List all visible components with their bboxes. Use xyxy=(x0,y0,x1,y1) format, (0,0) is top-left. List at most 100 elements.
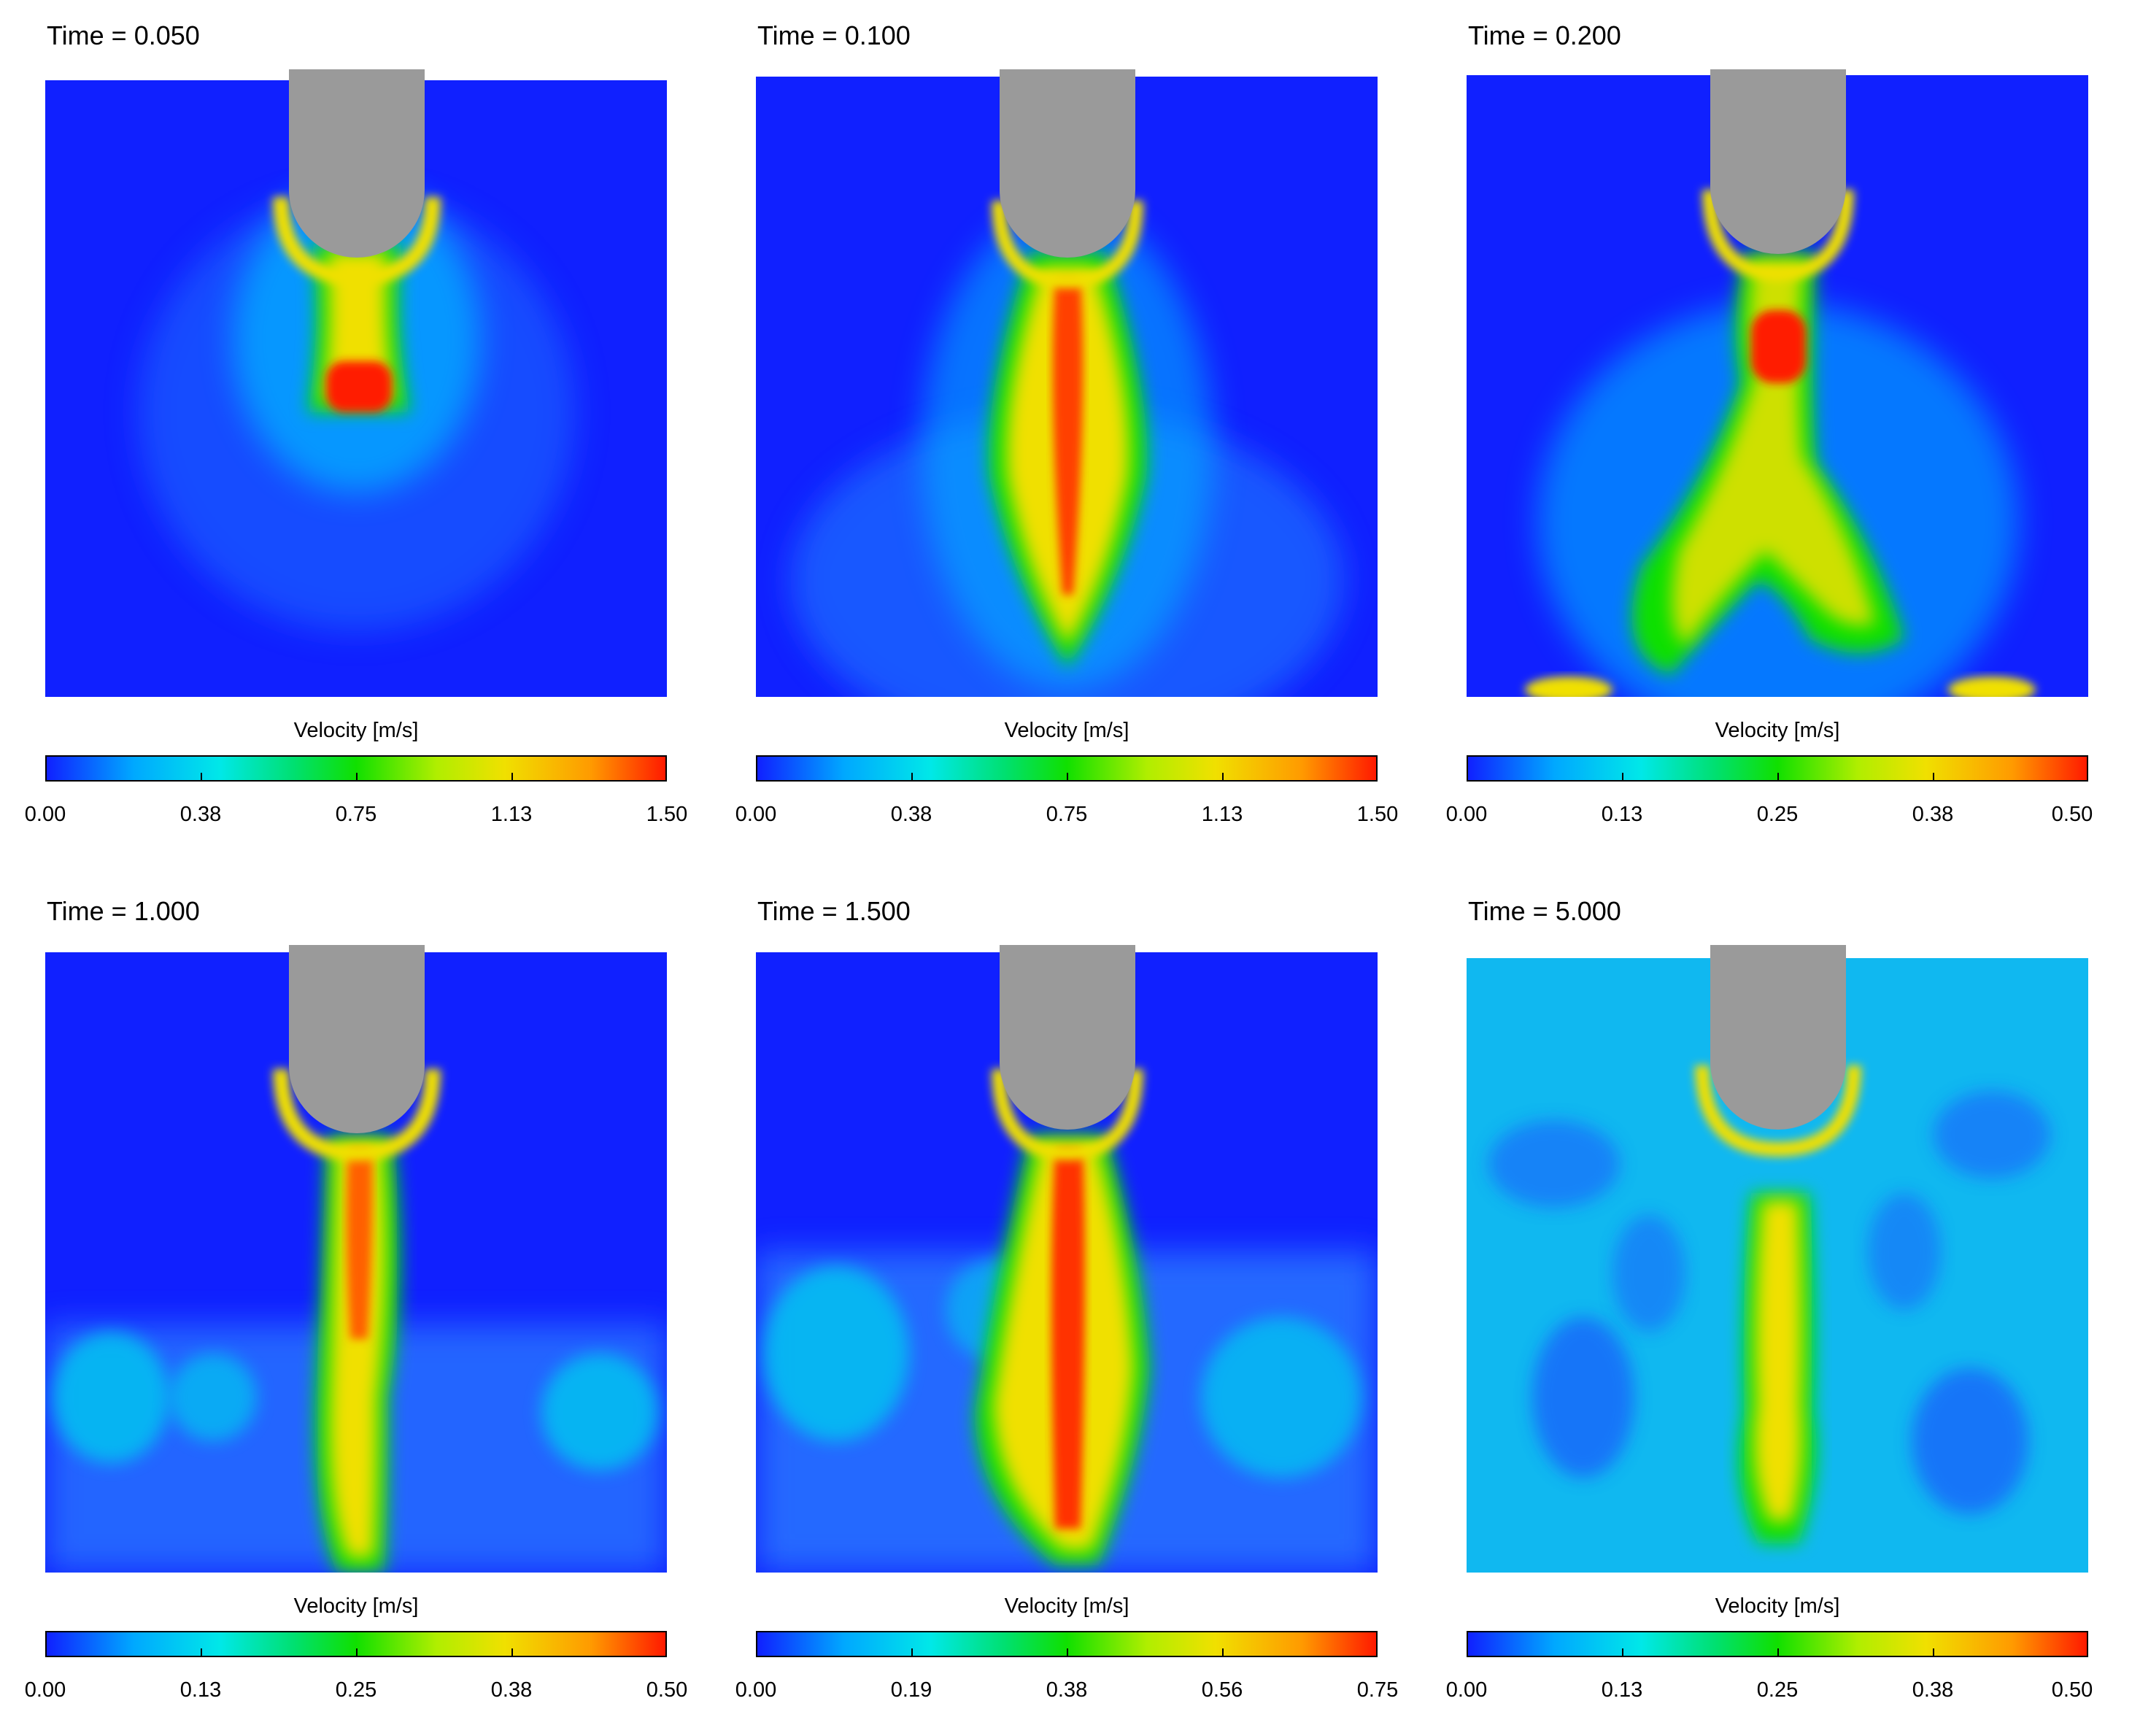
tick-label: 0.25 xyxy=(1756,803,1799,826)
time-label: Time = 5.000 xyxy=(1468,896,1621,926)
probe xyxy=(289,945,425,1133)
tick-mark xyxy=(1777,1648,1779,1657)
eddy xyxy=(53,1332,169,1463)
velocity-field xyxy=(756,69,1378,697)
time-label: Time = 0.100 xyxy=(757,20,911,50)
tick-label: 0.38 xyxy=(1046,1678,1088,1702)
probe xyxy=(1710,945,1846,1130)
colorbar-title: Velocity [m/s] xyxy=(1715,1594,1840,1618)
tick-mark xyxy=(1622,1648,1623,1657)
eddy xyxy=(169,1354,257,1441)
tick-label: 0.25 xyxy=(1756,1678,1799,1702)
jet-hotspot xyxy=(326,361,392,412)
probe-rim-glow xyxy=(992,200,1143,289)
tick-label: 0.38 xyxy=(1912,1678,1954,1702)
jet-core xyxy=(1754,1200,1802,1521)
bottom-streak xyxy=(1948,676,2036,697)
tick-label: 0.50 xyxy=(2051,1678,2093,1702)
probe xyxy=(1710,69,1846,254)
jet-hotspot xyxy=(347,1149,373,1339)
probe-rim-glow xyxy=(273,1068,441,1162)
tick-label: 1.13 xyxy=(490,803,533,826)
probe xyxy=(1000,69,1135,258)
tick-mark xyxy=(1222,773,1224,782)
tick-label: 0.00 xyxy=(1445,1678,1488,1702)
eddy xyxy=(541,1354,658,1470)
tick-mark xyxy=(1067,1648,1068,1657)
eddy xyxy=(1912,1368,2028,1514)
eddy xyxy=(1532,1317,1634,1478)
tick-label: 0.38 xyxy=(1912,803,1954,826)
colorbar-title: Velocity [m/s] xyxy=(293,719,419,742)
panel-time-5000: Time = 5.000 Velocity [m/s] 0.00 0.13 0.… xyxy=(1424,876,2132,1736)
tick-label: 0.00 xyxy=(24,1678,66,1702)
tick-mark xyxy=(201,773,202,782)
tick-label: 0.19 xyxy=(890,1678,932,1702)
probe-rim-glow xyxy=(1702,189,1854,282)
colorbar-title: Velocity [m/s] xyxy=(1004,719,1129,742)
bottom-streak xyxy=(1525,676,1612,697)
tick-label: 0.38 xyxy=(890,803,932,826)
colorbar-title: Velocity [m/s] xyxy=(293,1594,419,1618)
probe xyxy=(289,69,425,258)
tick-mark xyxy=(1067,773,1068,782)
jet-hotspot xyxy=(1051,1149,1085,1529)
tick-mark xyxy=(1933,773,1934,782)
tick-mark xyxy=(511,1648,513,1657)
velocity-field xyxy=(1467,69,2088,697)
tick-mark xyxy=(511,773,513,782)
velocity-field xyxy=(756,945,1378,1573)
tick-mark xyxy=(356,1648,358,1657)
tick-mark xyxy=(1777,773,1779,782)
panel-time-0200: Time = 0.200 Velocity [m/s] 0.00 0.13 0.… xyxy=(1424,0,2132,860)
tick-label: 0.13 xyxy=(1601,803,1643,826)
tick-label: 0.00 xyxy=(735,803,777,826)
tick-label: 0.50 xyxy=(646,1678,688,1702)
tick-mark xyxy=(911,1648,913,1657)
tick-mark xyxy=(1933,1648,1934,1657)
panel-time-1500: Time = 1.500 Velocity [m/s] 0.00 0.19 0.… xyxy=(714,876,1424,1736)
velocity-field xyxy=(45,69,667,697)
colorbar-title: Velocity [m/s] xyxy=(1715,719,1840,742)
panel-time-0050: Time = 0.050 Velocity [m/s] 0.00 0.38 0.… xyxy=(3,0,714,860)
tick-label: 0.38 xyxy=(490,1678,533,1702)
eddy xyxy=(1612,1215,1685,1332)
eddy xyxy=(1868,1193,1941,1310)
velocity-field xyxy=(45,945,667,1573)
tick-label: 0.00 xyxy=(24,803,66,826)
velocity-field xyxy=(1467,945,2088,1573)
tick-mark xyxy=(201,1648,202,1657)
time-label: Time = 0.200 xyxy=(1468,20,1621,50)
panel-time-1000: Time = 1.000 Velocity [m/s] 0.00 0.13 0.… xyxy=(3,876,714,1736)
tick-mark xyxy=(911,773,913,782)
eddy xyxy=(763,1266,909,1441)
probe-rim-glow xyxy=(1695,1065,1861,1157)
jet-hotspot xyxy=(1052,281,1084,595)
tick-label: 1.50 xyxy=(646,803,688,826)
eddy xyxy=(1488,1120,1620,1208)
probe xyxy=(1000,945,1135,1130)
tick-label: 1.50 xyxy=(1356,803,1399,826)
tick-label: 0.00 xyxy=(1445,803,1488,826)
tick-label: 0.38 xyxy=(179,803,222,826)
tick-label: 0.75 xyxy=(1356,1678,1399,1702)
tick-label: 0.13 xyxy=(179,1678,222,1702)
tick-mark xyxy=(1622,773,1623,782)
tick-label: 0.75 xyxy=(335,803,377,826)
time-label: Time = 0.050 xyxy=(47,20,200,50)
tick-label: 1.13 xyxy=(1201,803,1243,826)
tick-label: 0.50 xyxy=(2051,803,2093,826)
tick-label: 0.25 xyxy=(335,1678,377,1702)
tick-label: 0.56 xyxy=(1201,1678,1243,1702)
panel-time-0100: Time = 0.100 Velocity [m/s] 0.00 0.38 0.… xyxy=(714,0,1424,860)
probe-rim-glow xyxy=(273,196,441,286)
jet-hotspot xyxy=(1751,310,1806,383)
eddy xyxy=(1201,1317,1362,1478)
tick-label: 0.75 xyxy=(1046,803,1088,826)
jet-core xyxy=(1672,259,1875,646)
tick-label: 0.00 xyxy=(735,1678,777,1702)
tick-mark xyxy=(1222,1648,1224,1657)
eddy xyxy=(1934,1091,2050,1178)
probe-rim-glow xyxy=(992,1068,1143,1161)
tick-label: 0.13 xyxy=(1601,1678,1643,1702)
